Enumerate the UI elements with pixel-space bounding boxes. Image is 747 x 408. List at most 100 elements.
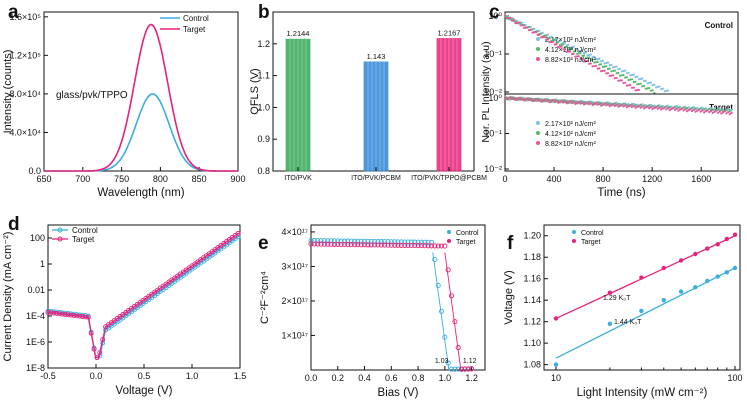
panel-e-point [448, 366, 455, 372]
panel-c-point [708, 107, 711, 110]
panel-c-point [605, 101, 608, 104]
panel-a-ytick-label: 1.2×10⁵ [9, 50, 41, 60]
panel-c-point [637, 78, 641, 81]
panel-c-point [588, 53, 591, 57]
panel-c-legend-label: 8.82×10² nJ/cm² [545, 57, 596, 64]
panel-f-ytick-label: 1.18 [523, 252, 541, 262]
panel-d-xtick-label: 0.0 [90, 371, 103, 381]
panel-c-point [639, 77, 642, 80]
panel-c-point [689, 108, 692, 111]
panel-c-point [593, 65, 596, 68]
panel-d-ytick-label: 1 [40, 259, 45, 269]
panel-c-point [591, 65, 594, 68]
panel-c-point [703, 111, 706, 114]
panel-c-point [630, 105, 634, 109]
panel-c-point [682, 106, 685, 109]
panel-c-point [519, 24, 522, 27]
panel-c-point [704, 110, 708, 113]
panel-c-point [629, 78, 632, 81]
panel-c-point [553, 39, 556, 42]
panel-f-series-control [553, 265, 738, 367]
panel-b-value-label: 1.2144 [287, 29, 310, 38]
panel-b-bar [436, 38, 462, 172]
panel-e-point [432, 243, 438, 249]
panel-c-point [584, 60, 587, 63]
panel-c-point [615, 65, 618, 68]
panel-c-point [715, 109, 718, 112]
panel-c-point [644, 104, 647, 107]
panel-c-point [536, 33, 539, 37]
panel-c-point [646, 82, 649, 85]
panel-a-frame [43, 11, 239, 172]
panel-c-point [562, 43, 565, 46]
panel-c-point [540, 36, 543, 39]
panel-c-point [711, 111, 714, 114]
panel-c-point [648, 86, 651, 90]
panel-c-point [649, 106, 653, 109]
panel-c-point [643, 104, 646, 107]
panel-a-ylabel: Intensity (counts) [2, 50, 14, 134]
panel-f-point [678, 289, 684, 294]
panel-c-point [610, 102, 613, 105]
panel-c-point [618, 79, 622, 82]
panel-c-point [584, 57, 587, 60]
panel-a-legend-label: Control [183, 14, 209, 23]
panel-c-point [529, 25, 532, 28]
panel-c-point [685, 106, 689, 110]
panel-c-point [548, 98, 551, 102]
panel-c-point [581, 101, 584, 104]
panel-c-point [673, 108, 677, 111]
panel-c-point [510, 19, 513, 22]
panel-c-point [634, 103, 637, 107]
panel-c-point [622, 81, 625, 85]
panel-c-point [545, 34, 548, 37]
panel-c-point [589, 102, 592, 105]
panel-c-point [582, 54, 586, 57]
panel-e-point [425, 239, 431, 245]
panel-d-series-target [45, 230, 241, 361]
panel-c-point [651, 89, 654, 92]
panel-c-point [589, 100, 592, 103]
panel-c-point [649, 103, 653, 106]
panel-e-point [345, 242, 351, 248]
panel-e-xtick-label: 0.2 [332, 373, 345, 383]
panel-f-ytick-label: 1.20 [523, 231, 541, 241]
panel-c-point [728, 109, 732, 112]
panel-c-point [634, 106, 637, 109]
panel-d-ytick-label: 100 [30, 233, 45, 243]
panel-c-point [594, 64, 598, 67]
panel-c-ytick-label: 10⁻² [484, 164, 502, 174]
panel-c-point [505, 15, 508, 18]
panel-d-ytick-label: 1E-8 [26, 363, 45, 373]
panel-c-point [716, 111, 720, 114]
panel-c-point [625, 84, 629, 87]
panel-c-point [667, 89, 670, 92]
panel-c-legend-marker [536, 37, 540, 41]
panel-d-frame [47, 224, 241, 369]
panel-c-point [634, 76, 637, 79]
panel-c-point [509, 96, 512, 99]
panel-e-legend-marker [447, 239, 451, 243]
panel-c-point [574, 102, 577, 105]
panel-c-legend-label: 4.12×10² nJ/cm² [545, 131, 596, 138]
panel-a-ytick-label: 4.0×10⁴ [9, 127, 41, 137]
panel-c-point [564, 46, 567, 49]
panel-a-xtick-label: 700 [75, 174, 90, 184]
panel-c-point [543, 98, 546, 101]
panel-c-point [562, 99, 565, 102]
panel-c-point [658, 106, 661, 109]
panel-c-point [524, 98, 527, 101]
panel-c-point [534, 97, 538, 100]
panel-c-point [636, 83, 639, 86]
panel-c-point [593, 55, 596, 58]
panel-c-point [582, 60, 586, 63]
panel-e-series-target [308, 241, 475, 372]
panel-e-point [378, 239, 384, 245]
panel-f-frame [543, 224, 741, 371]
panel-e-legend-label: Control [456, 230, 479, 237]
panel-f-point [553, 362, 559, 367]
panel-c-point [699, 107, 702, 110]
panel-c-point [673, 105, 677, 108]
panel-b-value-label: 1.2167 [438, 28, 461, 37]
panel-c-point [643, 84, 646, 88]
